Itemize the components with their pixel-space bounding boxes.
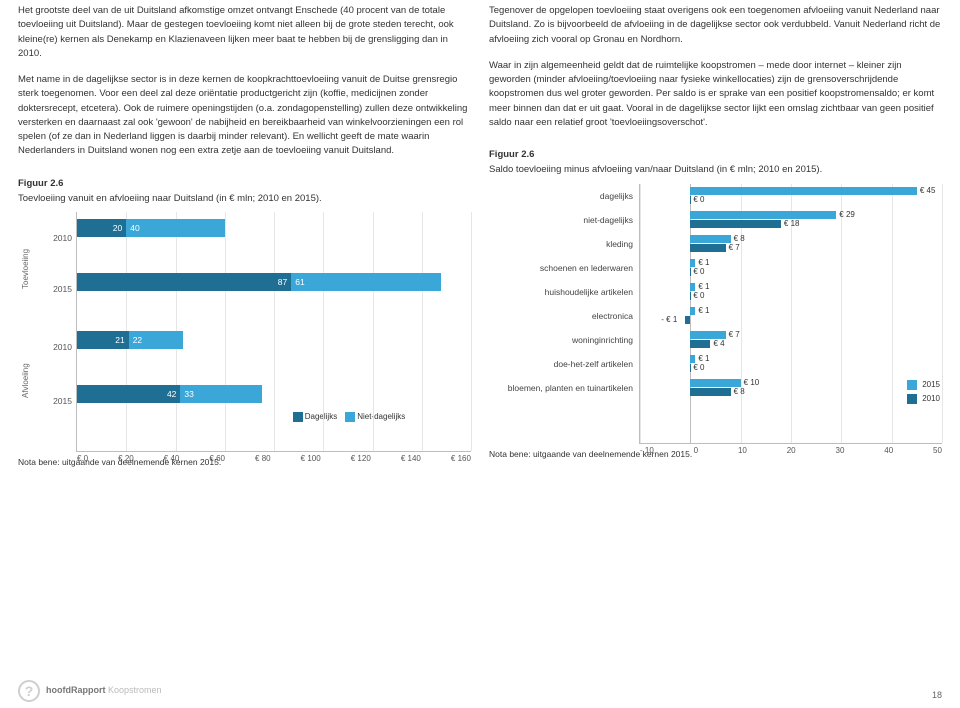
bar-v2010: [690, 268, 691, 276]
footer-brand-bold: hoofdRapport: [46, 685, 105, 695]
bar-v2015: [690, 211, 836, 219]
bar-value-label: - € 1: [661, 316, 677, 324]
chart-right-categories: dagelijksniet-dagelijkskledingschoenen e…: [489, 184, 639, 444]
chart-right-cat-label: huishoudelijke artikelen: [489, 281, 639, 305]
bar-niet-dagelijks: 33: [180, 385, 261, 403]
chart-left-xtick: € 100: [301, 453, 321, 465]
chart-right-xtick: 10: [738, 445, 747, 457]
chart-right-cat-label: doe-het-zelf artikelen: [489, 353, 639, 377]
bar-value-label: € 1: [698, 307, 709, 315]
bar-niet-dagelijks: 61: [291, 273, 441, 291]
row-year-1: 2015: [46, 260, 76, 318]
row-year-2: 2010: [46, 318, 76, 376]
chart-right-cat-label: dagelijks: [489, 185, 639, 209]
left-para-1: Het grootste deel van de uit Duitsland a…: [18, 4, 471, 61]
chart-right-xtick: 20: [787, 445, 796, 457]
left-column: Het grootste deel van de uit Duitsland a…: [18, 4, 471, 469]
chart-right-xtick: 50: [933, 445, 942, 457]
bar-value-label: € 0: [693, 364, 704, 372]
row-year-0: 2010: [46, 216, 76, 260]
chart-left-xtick: € 60: [209, 453, 225, 465]
footer-brand-sub: Koopstromen: [108, 685, 162, 695]
bar-value-label: € 4: [713, 340, 724, 348]
bar-v2010: [690, 196, 691, 204]
chart-left-xtick: € 80: [255, 453, 271, 465]
chart-left-xtick: € 160: [451, 453, 471, 465]
chart-right-cat-label: kleding: [489, 233, 639, 257]
chart-right-xtick: 30: [836, 445, 845, 457]
legend-right-0: 2015: [922, 379, 940, 391]
left-fig-title: Figuur 2.6: [18, 177, 471, 191]
bar-v2010: [690, 244, 725, 252]
chart-left-xtick: € 140: [401, 453, 421, 465]
bar-value-label: € 0: [693, 292, 704, 300]
chart-right-cat-label: niet-dagelijks: [489, 209, 639, 233]
bar-v2010: [690, 388, 730, 396]
chart-left: Toevloeiing Afvloeiing 2010 2015 2010 20…: [18, 212, 471, 452]
logo-icon: ?: [18, 680, 40, 702]
bar-v2010: [685, 316, 690, 324]
bar-value-label: € 45: [920, 187, 936, 195]
chart-right-xtick: - 10: [640, 445, 654, 457]
right-fig-title: Figuur 2.6: [489, 148, 942, 162]
bar-niet-dagelijks: 40: [126, 219, 225, 237]
chart-right: dagelijksniet-dagelijkskledingschoenen e…: [489, 184, 942, 444]
ygroup-toevloeiing: Toevloeiing: [20, 224, 46, 314]
legend-left-0: Dagelijks: [305, 412, 337, 421]
bar-v2015: [690, 235, 730, 243]
chart-right-xtick: 0: [694, 445, 698, 457]
bar-niet-dagelijks: 22: [129, 331, 183, 349]
bar-value-label: € 18: [784, 220, 800, 228]
chart-right-xtick: 40: [884, 445, 893, 457]
bar-v2010: [690, 364, 691, 372]
bar-v2010: [690, 220, 781, 228]
left-fig-subtitle: Toevloeiing vanuit en afvloeiing naar Du…: [18, 192, 471, 206]
legend-right-1: 2010: [922, 393, 940, 405]
right-para-1: Tegenover de opgelopen toevloeiing staat…: [489, 4, 942, 47]
chart-left-body: € 0€ 20€ 40€ 60€ 80€ 100€ 120€ 140€ 160 …: [76, 212, 471, 452]
chart-right-legend: 2015 2010: [907, 377, 940, 407]
chart-left-xtick: € 20: [118, 453, 134, 465]
ygroup-afvloeiing: Afvloeiing: [20, 336, 46, 426]
chart-left-xaxis: € 0 € 20 € 40 € 60 € 80 € 100 € 120 € 140 € 160: [77, 453, 471, 465]
chart-right-cat-label: woninginrichting: [489, 329, 639, 353]
bar-value-label: € 0: [693, 268, 704, 276]
bar-value-label: € 7: [729, 244, 740, 252]
right-fig-subtitle: Saldo toevloeiing minus afvloeiing van/n…: [489, 163, 942, 177]
chart-right-cat-label: bloemen, planten en tuinartikelen: [489, 377, 639, 401]
page-number: 18: [932, 689, 942, 703]
page-footer: ? hoofdRapport Koopstromen 18: [18, 680, 942, 702]
bar-value-label: € 0: [693, 196, 704, 204]
right-para-2: Waar in zijn algemeenheid geldt dat de r…: [489, 59, 942, 130]
right-column: Tegenover de opgelopen toevloeiing staat…: [489, 4, 942, 469]
bar-v2015: [690, 187, 917, 195]
row-year-3: 2015: [46, 376, 76, 426]
chart-left-xtick: € 40: [164, 453, 180, 465]
bar-value-label: € 8: [734, 388, 745, 396]
bar-value-label: € 7: [729, 331, 740, 339]
bar-dagelijks: 87: [77, 273, 291, 291]
chart-left-legend: Dagelijks Niet-dagelijks: [290, 410, 409, 424]
bar-v2015: [690, 307, 695, 315]
chart-right-cat-label: electronica: [489, 305, 639, 329]
bar-dagelijks: 21: [77, 331, 129, 349]
left-para-2: Met name in de dagelijkse sector is in d…: [18, 73, 471, 159]
chart-left-xtick: € 0: [77, 453, 88, 465]
bar-dagelijks: 42: [77, 385, 180, 403]
chart-right-cat-label: schoenen en lederwaren: [489, 257, 639, 281]
chart-right-body: - 1001020304050 2015 2010 € 45€ 0€ 29€ 1…: [639, 184, 942, 444]
bar-value-label: € 29: [839, 211, 855, 219]
bar-v2010: [690, 292, 691, 300]
bar-value-label: € 10: [744, 379, 760, 387]
bar-dagelijks: 20: [77, 219, 126, 237]
chart-right-xaxis: - 10 0 10 20 30 40 50: [640, 445, 942, 457]
bar-v2010: [690, 340, 710, 348]
chart-left-xtick: € 120: [351, 453, 371, 465]
legend-left-1: Niet-dagelijks: [357, 412, 405, 421]
footer-logo: ? hoofdRapport Koopstromen: [18, 680, 162, 702]
